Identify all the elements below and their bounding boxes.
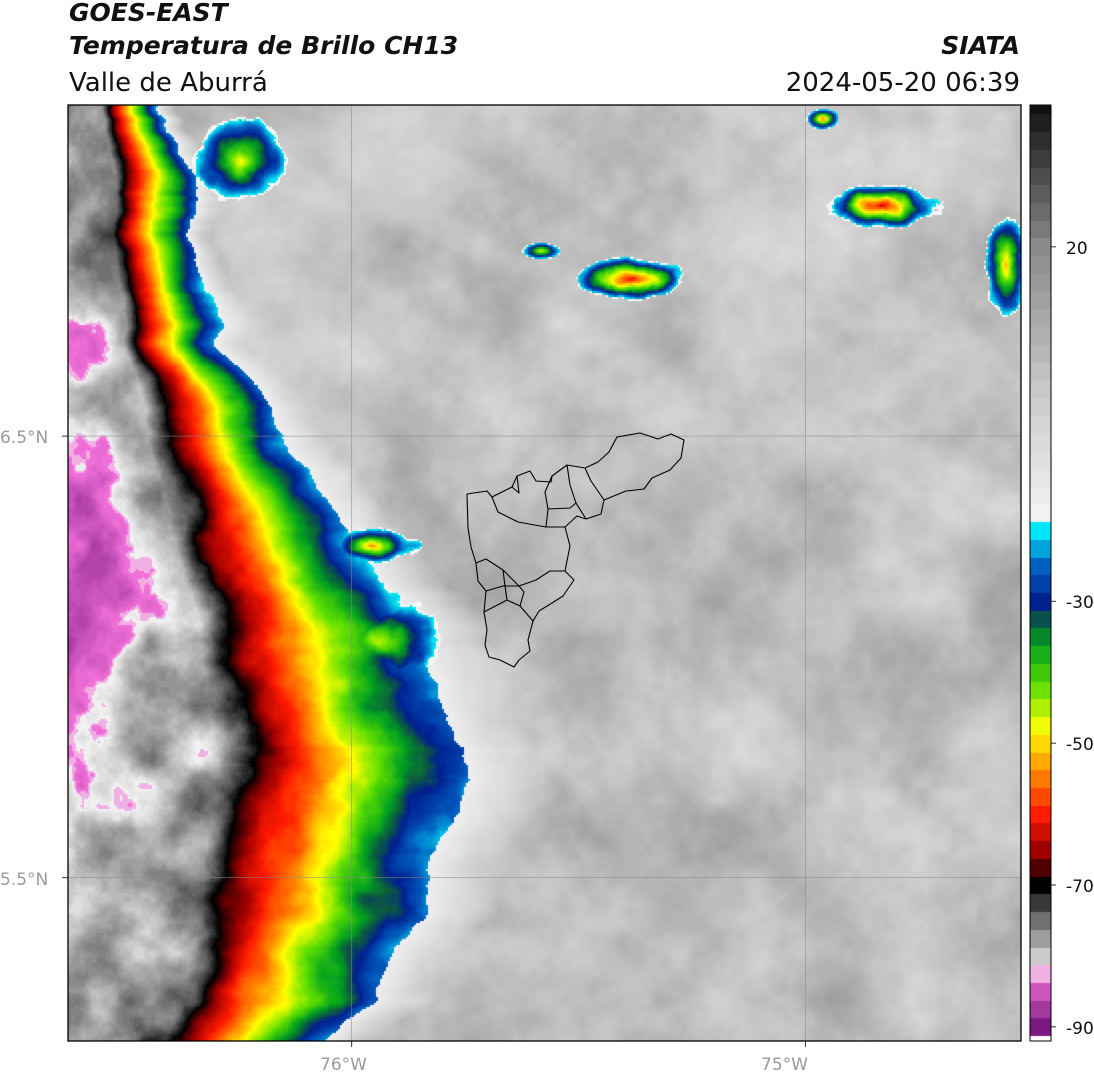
agency-label: SIATA <box>941 31 1020 60</box>
lat-tick-label-6-5n: 6.5°N <box>0 428 49 448</box>
colorbar-tick-label-minus-50: -50 <box>1066 735 1094 755</box>
colorbar-tick-label-minus-30: -30 <box>1066 593 1094 613</box>
lon-tick-label-76w: 76°W <box>320 1055 367 1075</box>
timestamp-label: 2024-05-20 06:39 <box>785 68 1020 98</box>
satellite-title: GOES-EAST <box>69 0 228 27</box>
lon-tick-label-75w: 75°W <box>761 1055 808 1075</box>
colorbar-tick-label-minus-70: -70 <box>1066 877 1094 897</box>
region-subtitle: Valle de Aburrá <box>69 68 268 98</box>
product-title: Temperatura de Brillo CH13 <box>69 31 459 60</box>
colorbar-tick-label-minus-90: -90 <box>1066 1019 1094 1039</box>
lat-tick-label-5-5n: 5.5°N <box>0 870 49 890</box>
colorbar-tick-label-20: 20 <box>1066 239 1088 259</box>
